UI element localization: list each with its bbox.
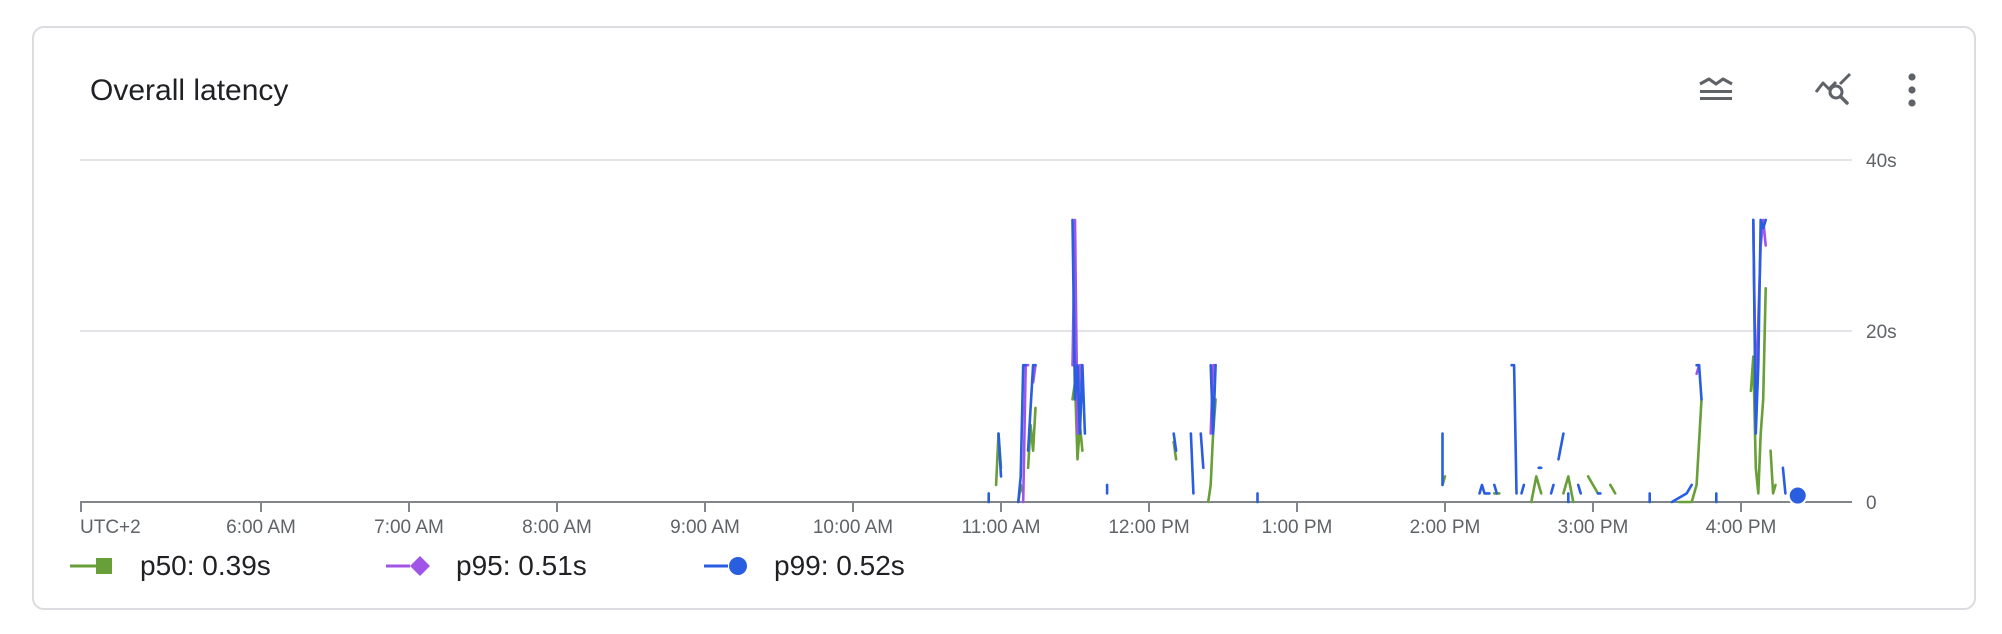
legend-diamond-icon [386, 551, 436, 581]
timezone-label: UTC+2 [80, 517, 141, 538]
x-tick-label: 10:00 AM [813, 517, 893, 538]
series-line-p50 [1610, 485, 1615, 494]
series-line-p99 [1191, 434, 1194, 494]
x-tick-label: 12:00 PM [1108, 517, 1189, 538]
legend-item-p99[interactable]: p99: 0.52s [704, 548, 905, 584]
x-tick-label: 7:00 AM [374, 517, 444, 538]
series-line-p99 [1480, 485, 1490, 494]
series-line-p99 [1672, 485, 1692, 502]
x-tick-label: 8:00 AM [522, 517, 592, 538]
y-tick-label: 40s [1866, 151, 1897, 172]
series-line-p99 [1522, 485, 1524, 494]
legend-circle-icon [704, 551, 754, 581]
series-line-p50 [1531, 476, 1541, 502]
y-tick-label: 0 [1866, 493, 1877, 514]
series-line-p99 [999, 434, 1002, 477]
legend-item-p95[interactable]: p95: 0.51s [386, 548, 587, 584]
series-line-p99 [1559, 434, 1564, 460]
x-tick-label: 1:00 PM [1262, 517, 1333, 538]
x-tick-label: 3:00 PM [1558, 517, 1629, 538]
legend-square-icon [70, 551, 120, 581]
series-line-p99 [1201, 434, 1204, 468]
series-line-p99 [1551, 485, 1553, 494]
legend-label-p99: p99: 0.52s [774, 550, 905, 582]
legend-item-p50[interactable]: p50: 0.39s [70, 548, 271, 584]
highlight-point [1789, 487, 1807, 505]
series-line-p99 [1783, 468, 1786, 494]
x-tick-label: 11:00 AM [962, 517, 1041, 538]
series-line-p99 [1578, 485, 1581, 494]
y-tick-label: 20s [1866, 322, 1897, 343]
series-line-p99 [1512, 365, 1517, 493]
legend-label-p95: p95: 0.51s [456, 550, 587, 582]
x-tick-label: 6:00 AM [226, 517, 296, 538]
x-tick-label: 9:00 AM [670, 517, 740, 538]
x-tick-label: 4:00 PM [1706, 517, 1777, 538]
series-line-p50 [1588, 476, 1598, 493]
legend-label-p50: p50: 0.39s [140, 550, 271, 582]
series-line-p50 [1771, 451, 1776, 494]
x-tick-label: 2:00 PM [1410, 517, 1481, 538]
